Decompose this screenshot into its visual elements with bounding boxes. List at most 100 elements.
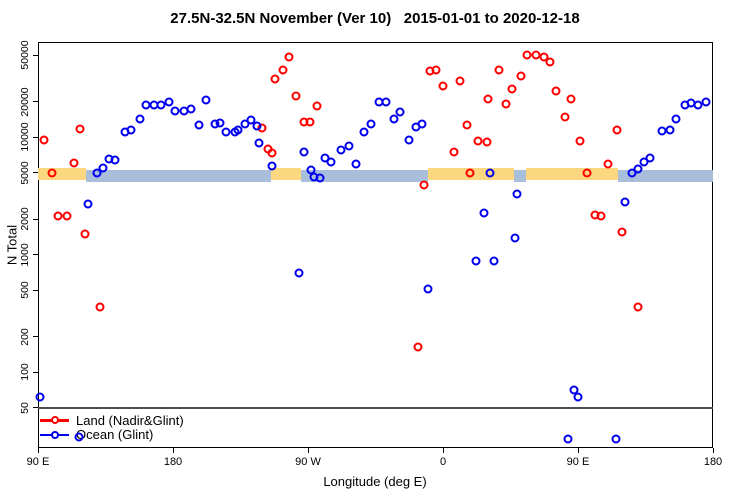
ocean-data-point: [135, 114, 145, 124]
ocean-data-point: [194, 120, 203, 130]
ocean-data-point: [201, 95, 211, 104]
ocean-data-point: [320, 153, 329, 163]
land-data-point: [566, 94, 575, 104]
ocean-data-point: [246, 115, 256, 125]
land-data-point: [501, 99, 511, 109]
ocean-data-point: [569, 385, 578, 395]
plot-area: [38, 42, 713, 448]
x-axis-title: Longitude (deg E): [323, 474, 427, 489]
ocean-data-point: [645, 153, 655, 163]
ocean-data-point: [252, 121, 262, 131]
y-tick: [33, 218, 38, 220]
ocean-data-point: [485, 168, 494, 178]
ocean-data-point: [633, 164, 643, 174]
land-legend-marker-icon: [40, 415, 69, 426]
y-tick: [33, 254, 38, 256]
ocean-data-point: [267, 161, 277, 171]
y-tick: [33, 54, 38, 56]
ocean-band-segment: [513, 170, 526, 182]
y-tick-label: 50: [19, 401, 31, 414]
y-tick: [33, 371, 38, 373]
ocean-data-point: [417, 119, 427, 129]
ocean-data-point: [164, 97, 173, 107]
ocean-data-point: [344, 141, 353, 151]
ocean-data-point: [512, 189, 521, 199]
y-tick: [33, 289, 38, 291]
ocean-data-point: [233, 125, 242, 135]
y-tick: [33, 136, 38, 138]
land-band-segment: [38, 168, 86, 180]
x-tick-label: 0: [439, 456, 447, 468]
land-data-point: [612, 125, 622, 135]
land-data-point: [560, 112, 569, 122]
land-data-point: [270, 74, 280, 84]
x-tick-label: 180: [703, 456, 723, 468]
land-data-point: [633, 302, 643, 312]
y-tick-label: 20000: [19, 87, 31, 117]
ocean-data-point: [471, 256, 481, 266]
ocean-data-point: [35, 392, 44, 402]
x-tick-label: 90 E: [566, 456, 590, 468]
land-data-point: [291, 91, 301, 101]
ocean-data-point: [573, 392, 583, 402]
y-tick: [33, 336, 38, 338]
ocean-data-point: [381, 97, 391, 107]
land-data-point: [494, 65, 503, 75]
ocean-data-point: [671, 114, 680, 124]
ocean-data-point: [395, 107, 404, 117]
ocean-data-point: [510, 233, 520, 243]
land-data-point: [455, 76, 464, 86]
land-data-point: [545, 57, 554, 67]
y-tick-label: 100: [19, 363, 31, 381]
ocean-data-point: [423, 284, 433, 294]
land-data-point: [69, 158, 79, 168]
ocean-data-point: [215, 118, 224, 128]
land-data-point: [47, 168, 56, 178]
ocean-data-point: [221, 127, 230, 137]
ocean-data-point: [254, 138, 263, 148]
ocean-legend-circle-icon: [50, 430, 59, 439]
land-data-point: [462, 120, 472, 130]
ocean-data-point: [74, 432, 83, 442]
land-data-point: [482, 137, 491, 147]
legend-item-ocean: Ocean (Glint): [40, 427, 184, 442]
y-tick: [33, 172, 38, 173]
ocean-data-point: [404, 135, 413, 145]
ocean-data-point: [389, 114, 398, 124]
legend: Land (Nadir&Glint) Ocean (Glint): [40, 413, 184, 442]
land-data-point: [539, 52, 548, 62]
x-tick-label: 180: [163, 456, 183, 468]
x-tick: [712, 448, 714, 453]
land-data-point: [465, 168, 475, 178]
ocean-data-point: [479, 208, 488, 218]
y-tick: [33, 101, 38, 103]
ocean-data-point: [83, 199, 92, 209]
ocean-data-point: [366, 119, 376, 129]
ocean-band-segment: [86, 170, 271, 182]
ocean-data-point: [336, 145, 346, 155]
land-data-point: [507, 84, 517, 94]
x-tick: [442, 448, 444, 453]
y-tick-label: 1000: [19, 242, 31, 267]
ocean-band-segment: [300, 170, 428, 182]
y-tick-label: 5000: [19, 160, 31, 185]
ocean-band-segment: [618, 170, 713, 182]
land-band-segment: [525, 168, 619, 180]
chart-title: 27.5N-32.5N November (Ver 10) 2015-01-01…: [170, 10, 580, 27]
land-data-point: [431, 65, 440, 75]
land-data-point: [312, 101, 322, 111]
x-tick: [172, 448, 174, 453]
legend-label-land: Land (Nadir&Glint): [76, 412, 184, 428]
ocean-data-point: [315, 173, 325, 183]
land-data-point: [449, 147, 458, 157]
ocean-data-point: [351, 159, 361, 169]
land-data-point: [551, 86, 560, 96]
ocean-data-point: [98, 163, 107, 173]
land-data-point: [419, 180, 428, 190]
y-tick-label: 50000: [19, 40, 31, 70]
land-data-point: [267, 148, 277, 158]
y-tick-label: 200: [19, 327, 31, 346]
ocean-data-point: [299, 147, 308, 157]
ocean-data-point: [665, 125, 674, 135]
land-data-point: [473, 136, 482, 146]
